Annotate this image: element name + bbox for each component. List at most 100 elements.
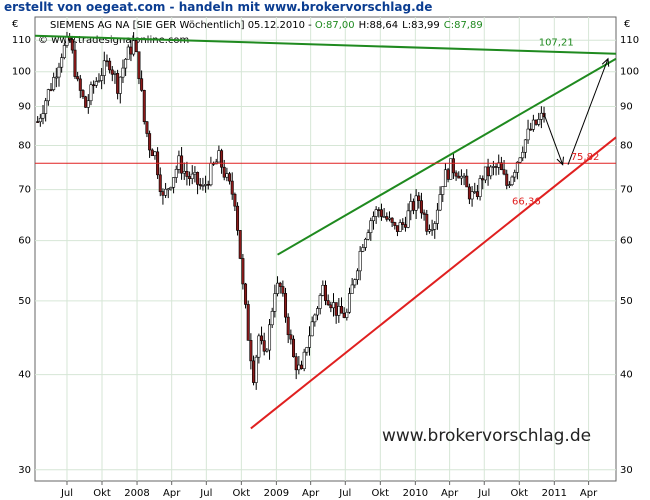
candle-body	[478, 178, 482, 197]
candle-body	[454, 172, 458, 177]
candle-body	[273, 293, 277, 312]
x-tick-label: 2009	[264, 488, 289, 499]
candle-body	[148, 133, 152, 151]
candle-body	[406, 210, 410, 228]
candle-body	[246, 304, 250, 341]
y-tick-label-left: 70	[18, 185, 31, 196]
candle-body	[294, 356, 298, 371]
forecast-arrow-head	[556, 156, 564, 166]
candle-body	[244, 283, 248, 305]
candle-body	[54, 76, 58, 79]
x-tick-label: Apr	[441, 488, 459, 499]
candle-body	[473, 191, 477, 193]
candle-body	[443, 169, 447, 187]
candle-body	[513, 172, 517, 178]
candle-body	[220, 150, 224, 168]
candle-body	[284, 293, 288, 318]
level-label: 66,36	[512, 196, 541, 207]
candle-body	[302, 351, 306, 370]
y-tick-label-right: 80	[620, 141, 633, 152]
x-tick-label: 2011	[542, 488, 567, 499]
candle-body	[409, 201, 413, 212]
candle-body	[377, 209, 381, 211]
y-tick-label-right: 90	[620, 102, 633, 113]
candle-body	[150, 149, 154, 157]
candle-body	[198, 184, 202, 186]
candle-body	[521, 151, 525, 159]
candle-body	[204, 184, 208, 186]
candle-body	[403, 224, 407, 228]
resistance-line	[34, 34, 617, 55]
forecast-arrow-line	[543, 113, 564, 165]
candle-body	[174, 169, 178, 178]
candle-body	[531, 119, 535, 130]
y-tick-label-left: 30	[18, 465, 31, 476]
candle-body	[363, 238, 367, 248]
candle-body	[390, 217, 394, 223]
y-tick-label-right: 40	[620, 370, 633, 381]
candle-body	[499, 162, 503, 170]
candle-body	[260, 335, 264, 341]
x-tick-label: 2008	[124, 488, 149, 499]
candle-body	[310, 321, 314, 337]
plot-border	[34, 16, 617, 482]
candle-body	[467, 186, 471, 200]
candle-body	[217, 150, 221, 163]
candle-body	[257, 335, 261, 358]
candle-body	[342, 312, 346, 318]
candle-body	[73, 49, 77, 77]
candle-body	[526, 128, 530, 141]
x-tick-label: Okt	[233, 488, 251, 499]
candle-body	[539, 112, 543, 120]
candle-body	[137, 51, 141, 80]
candle-body	[172, 177, 176, 188]
upper-channel-line	[277, 57, 617, 256]
candle-body	[265, 349, 269, 352]
candle-body	[225, 173, 229, 178]
candle-body	[321, 284, 325, 296]
source-credit: © www.tradesignalonline.com	[38, 35, 189, 46]
x-tick-label: 2010	[403, 488, 428, 499]
candle-body	[153, 151, 157, 157]
level-label: 107,21	[539, 38, 574, 49]
candle-body	[347, 293, 351, 313]
candle-body	[193, 172, 197, 175]
candle-body	[308, 335, 312, 348]
candle-body	[313, 314, 317, 323]
candle-body	[366, 232, 370, 240]
candle-body	[537, 119, 541, 125]
candle-body	[134, 40, 138, 53]
candle-body	[233, 193, 237, 207]
y-tick-label-left: 80	[18, 141, 31, 152]
candle-body	[457, 175, 461, 179]
banner-title: erstellt von oegeat.com - handeln mit ww…	[4, 0, 433, 14]
candle-body	[369, 220, 373, 234]
candle-body	[230, 180, 234, 195]
left-currency-label: €	[12, 19, 18, 30]
open-value: O:87,00	[315, 20, 355, 31]
trend-lines	[34, 34, 617, 430]
candle-body	[52, 77, 56, 90]
candle-body	[300, 364, 304, 370]
x-tick-label: Jul	[477, 488, 490, 499]
candle-body	[228, 173, 232, 182]
candle-body	[41, 113, 45, 119]
candle-body	[470, 191, 474, 200]
candle-body	[353, 279, 357, 286]
candle-body	[236, 205, 240, 231]
candle-body	[329, 304, 333, 309]
candle-body	[486, 166, 490, 177]
candle-body	[419, 200, 423, 214]
candle-body	[489, 166, 493, 177]
candle-body	[241, 258, 245, 285]
candle-body	[435, 209, 439, 224]
candle-body	[86, 100, 90, 108]
candle-body	[142, 89, 146, 122]
candle-body	[252, 360, 256, 383]
candle-body	[441, 186, 445, 195]
instrument-title: SIEMENS AG NA [SIE GER Wöchentlich] 05.1…	[50, 20, 305, 31]
candle-body	[494, 166, 498, 168]
candle-body	[371, 216, 375, 222]
candle-body	[411, 201, 415, 211]
candle-body	[46, 89, 50, 102]
